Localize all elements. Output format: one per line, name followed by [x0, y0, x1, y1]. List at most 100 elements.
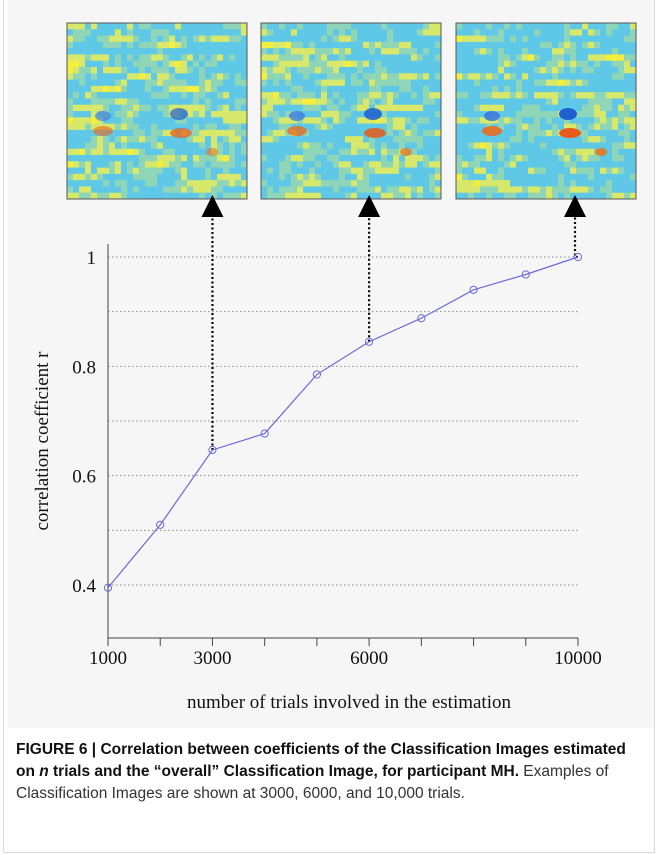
image-pixel: [315, 186, 322, 194]
image-pixel: [261, 35, 268, 43]
image-pixel: [534, 79, 541, 87]
image-pixel: [103, 142, 110, 150]
image-pixel: [315, 123, 322, 131]
image-pixel: [624, 79, 631, 87]
image-pixel: [405, 48, 412, 55]
image-pixel: [285, 192, 292, 200]
image-pixel: [115, 129, 122, 137]
image-pixel: [516, 123, 523, 131]
image-pixel: [217, 129, 224, 137]
image-pixel: [612, 54, 619, 62]
image-pixel: [139, 29, 146, 36]
image-pixel: [588, 29, 595, 36]
image-pixel: [369, 123, 376, 131]
image-pixel: [235, 73, 242, 80]
image-pixel: [267, 123, 274, 131]
image-pixel: [267, 186, 274, 194]
image-pixel: [127, 92, 134, 99]
image-pixel: [399, 35, 406, 43]
image-pixel: [357, 123, 364, 131]
image-pixel: [498, 111, 505, 118]
image-pixel: [181, 192, 188, 200]
image-pixel: [375, 117, 382, 124]
image-pixel: [267, 79, 274, 87]
image-pixel: [492, 48, 499, 55]
image-pixel: [558, 79, 565, 87]
image-pixel: [139, 54, 146, 62]
image-pixel: [121, 98, 128, 106]
image-pixel: [333, 173, 340, 181]
image-pixel: [79, 73, 86, 80]
image-pixel: [315, 192, 322, 200]
image-pixel: [187, 192, 194, 200]
image-pixel: [504, 73, 511, 80]
image-pixel: [510, 123, 517, 131]
image-pixel: [423, 29, 430, 36]
image-pixel: [564, 92, 571, 99]
image-pixel: [103, 155, 110, 162]
image-pixel: [510, 167, 517, 175]
image-pixel: [357, 60, 364, 68]
image-pixel: [462, 136, 469, 143]
image-pixel: [546, 180, 553, 187]
image-pixel: [139, 136, 146, 143]
image-pixel: [405, 155, 412, 162]
image-pixel: [468, 123, 475, 131]
image-pixel: [73, 48, 80, 55]
image-pixel: [516, 41, 523, 49]
image-pixel: [229, 180, 236, 187]
image-pixel: [522, 123, 529, 131]
image-pixel: [199, 167, 206, 175]
image-pixel: [504, 148, 511, 156]
image-pixel: [528, 23, 535, 30]
image-pixel: [486, 41, 493, 49]
image-pixel: [498, 67, 505, 74]
image-pixel: [73, 73, 80, 80]
image-pixel: [534, 41, 541, 49]
image-pixel: [375, 23, 382, 30]
image-pixel: [211, 98, 218, 106]
image-pixel: [630, 41, 637, 49]
image-pixel: [468, 98, 475, 106]
image-pixel: [570, 54, 577, 62]
image-pixel: [387, 117, 394, 124]
image-pixel: [327, 117, 334, 124]
image-pixel: [510, 186, 517, 194]
image-pixel: [235, 148, 242, 156]
image-pixel: [393, 48, 400, 55]
image-pixel: [109, 136, 116, 143]
image-pixel: [468, 29, 475, 36]
image-pixel: [97, 54, 104, 62]
image-pixel: [267, 173, 274, 181]
image-pixel: [303, 148, 310, 156]
image-pixel: [435, 136, 442, 143]
image-pixel: [109, 67, 116, 74]
image-pixel: [199, 85, 206, 93]
image-pixel: [223, 148, 230, 156]
image-pixel: [546, 161, 553, 168]
image-pixel: [429, 136, 436, 143]
image-pixel: [516, 155, 523, 162]
image-pixel: [387, 129, 394, 137]
image-pixel: [97, 155, 104, 162]
image-pixel: [486, 98, 493, 106]
image-pixel: [393, 67, 400, 74]
image-pixel: [223, 35, 230, 43]
image-pixel: [211, 23, 218, 30]
image-pixel: [121, 173, 128, 181]
image-pixel: [175, 35, 182, 43]
image-pixel: [594, 41, 601, 49]
image-pixel: [267, 35, 274, 43]
image-pixel: [528, 123, 535, 131]
image-pixel: [618, 123, 625, 131]
image-pixel: [429, 192, 436, 200]
image-pixel: [151, 85, 158, 93]
image-pixel: [552, 23, 559, 30]
image-pixel: [486, 79, 493, 87]
image-pixel: [339, 186, 346, 194]
image-pixel: [127, 117, 134, 124]
y-tick-label: 1: [87, 248, 97, 269]
image-pixel: [303, 23, 310, 30]
image-pixel: [273, 98, 280, 106]
image-pixel: [193, 29, 200, 36]
